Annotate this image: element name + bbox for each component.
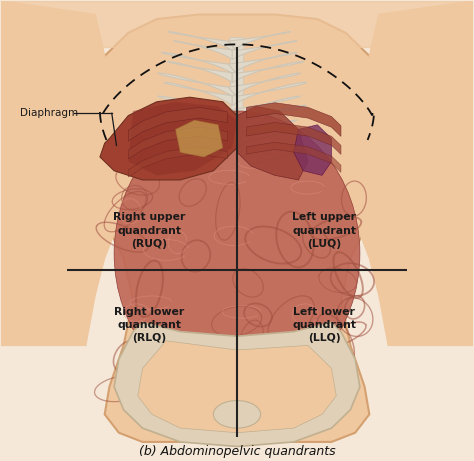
Polygon shape bbox=[100, 97, 237, 180]
Ellipse shape bbox=[114, 111, 360, 396]
Polygon shape bbox=[168, 32, 236, 59]
Polygon shape bbox=[86, 14, 388, 442]
Polygon shape bbox=[294, 125, 331, 175]
Polygon shape bbox=[161, 120, 236, 152]
Ellipse shape bbox=[213, 401, 261, 428]
Polygon shape bbox=[228, 120, 303, 152]
Polygon shape bbox=[246, 103, 341, 136]
Polygon shape bbox=[228, 53, 303, 83]
Polygon shape bbox=[158, 96, 236, 129]
Polygon shape bbox=[175, 120, 223, 157]
Polygon shape bbox=[161, 53, 236, 83]
Polygon shape bbox=[128, 127, 228, 159]
Polygon shape bbox=[350, 1, 474, 345]
Polygon shape bbox=[128, 102, 237, 175]
Polygon shape bbox=[0, 1, 124, 345]
Polygon shape bbox=[168, 144, 236, 174]
Polygon shape bbox=[128, 147, 228, 177]
Polygon shape bbox=[228, 32, 297, 59]
Text: Right upper
quandrant
(RUQ): Right upper quandrant (RUQ) bbox=[113, 213, 186, 248]
Polygon shape bbox=[228, 96, 307, 129]
Polygon shape bbox=[228, 73, 307, 106]
Text: Left upper
quandrant
(LUQ): Left upper quandrant (LUQ) bbox=[292, 213, 356, 248]
Text: Right lower
quandrant
(RLQ): Right lower quandrant (RLQ) bbox=[114, 307, 185, 343]
Text: (b) Abdominopelvic quandrants: (b) Abdominopelvic quandrants bbox=[139, 445, 335, 458]
Polygon shape bbox=[0, 1, 474, 47]
Polygon shape bbox=[246, 142, 341, 172]
Polygon shape bbox=[230, 37, 244, 184]
Polygon shape bbox=[246, 123, 341, 154]
Polygon shape bbox=[114, 322, 360, 447]
Polygon shape bbox=[228, 144, 297, 174]
Text: Left lower
quandrant
(LLQ): Left lower quandrant (LLQ) bbox=[292, 307, 356, 343]
Polygon shape bbox=[138, 341, 336, 433]
Polygon shape bbox=[237, 106, 308, 180]
Text: Diaphragm: Diaphragm bbox=[19, 108, 78, 118]
Polygon shape bbox=[158, 73, 236, 106]
Polygon shape bbox=[128, 107, 228, 141]
